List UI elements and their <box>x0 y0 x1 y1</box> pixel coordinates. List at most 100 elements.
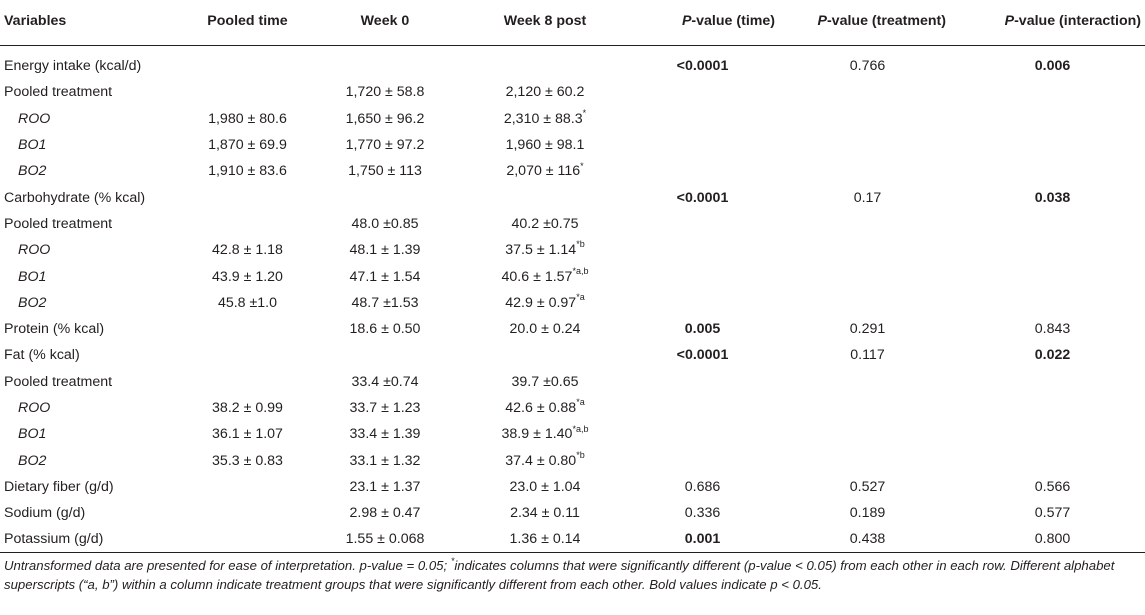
cell-p-value-interaction <box>960 79 1145 105</box>
cell-p-value-time: 0.336 <box>684 505 721 522</box>
significance-superscript: * <box>582 108 587 118</box>
row-label: Potassium (g/d) <box>0 526 185 554</box>
table-row: BO2 45.8 ±1.0 48.7 ±1.53 42.9 ± 0.97*a <box>0 290 1145 316</box>
cell-p-value-time <box>630 263 775 289</box>
cell-p-value-interaction: 0.800 <box>960 526 1145 554</box>
nutrient-intake-table: Variables Pooled time Week 0 Week 8 post… <box>0 0 1145 554</box>
cell-week-0: 2.98 ± 0.47 <box>349 505 421 522</box>
cell-week-0 <box>310 184 460 210</box>
table-row: ROO 38.2 ± 0.99 33.7 ± 1.23 42.6 ± 0.88*a <box>0 395 1145 421</box>
cell-p-value-treatment: 0.766 <box>849 58 886 75</box>
table-row: BO1 43.9 ± 1.20 47.1 ± 1.54 40.6 ± 1.57*a,b <box>0 263 1145 289</box>
row-label: Pooled treatment <box>4 373 113 390</box>
cell-pooled-time <box>185 211 310 237</box>
table-row: Protein (% kcal) 18.6 ± 0.50 20.0 ± 0.24 0.… <box>0 316 1145 342</box>
row-label: BO1 <box>18 268 47 285</box>
cell-week-8-post: 42.9 ± 0.97*a <box>505 292 585 311</box>
cell-week-0: 1,750 ± 113 <box>348 163 422 180</box>
header-p-value-treatment: P-value (treatment) <box>775 0 960 46</box>
cell-p-value-time <box>630 395 775 421</box>
cell-week-0: 18.6 ± 0.50 <box>349 321 421 338</box>
cell-week-0 <box>310 53 460 79</box>
row-label: ROO <box>18 400 51 416</box>
cell-week-0: 1,770 ± 97.2 <box>345 137 425 154</box>
cell-p-value-time <box>630 79 775 105</box>
table-row: Pooled treatment 48.0 ±0.85 40.2 ±0.75 <box>0 211 1145 237</box>
cell-week-0: 47.1 ± 1.54 <box>349 268 421 285</box>
table-row: Pooled treatment 1,720 ± 58.8 2,120 ± 60.2 <box>0 79 1145 105</box>
cell-p-value-time <box>630 447 775 473</box>
cell-p-value-treatment: 0.117 <box>850 347 885 364</box>
table-row: Energy intake (kcal/d) <0.0001 0.766 0.006 <box>0 53 1145 79</box>
cell-pooled-time <box>185 316 310 342</box>
table-footnote: Untransformed data are presented for eas… <box>4 556 1140 594</box>
cell-p-value-treatment: 0.189 <box>849 505 886 522</box>
cell-p-value-time <box>630 237 775 263</box>
table-row: BO1 36.1 ± 1.07 33.4 ± 1.39 38.9 ± 1.40*a,b <box>0 421 1145 447</box>
cell-week-8-post: 1,960 ± 98.1 <box>505 137 585 154</box>
table-body: Energy intake (kcal/d) <0.0001 0.766 0.006 P… <box>0 45 1145 554</box>
row-label: BO2 <box>18 163 47 180</box>
table-row: Carbohydrate (% kcal) <0.0001 0.17 0.038 <box>0 184 1145 210</box>
cell-p-value-interaction: 0.038 <box>1034 189 1071 206</box>
cell-week-8-post: 37.4 ± 0.80*b <box>505 449 585 469</box>
header-week-0: Week 0 <box>310 0 460 46</box>
significance-superscript: *a <box>576 292 585 303</box>
cell-pooled-time <box>185 474 310 500</box>
row-label: Sodium (g/d) <box>4 505 86 522</box>
row-label: Energy intake (kcal/d) <box>4 58 142 75</box>
cell-p-value-time <box>630 290 775 316</box>
cell-week-8-post: 2,070 ± 116* <box>506 160 584 180</box>
cell-p-value-interaction: 0.577 <box>1034 505 1071 522</box>
cell-p-value-treatment <box>775 237 960 263</box>
cell-p-value-interaction: 0.006 <box>1034 58 1071 75</box>
cell-week-8-post: 20.0 ± 0.24 <box>509 321 581 338</box>
cell-p-value-time: <0.0001 <box>676 347 729 364</box>
table-row: BO2 1,910 ± 83.6 1,750 ± 113 2,070 ± 116* <box>0 158 1145 184</box>
cell-p-value-treatment <box>775 211 960 237</box>
cell-pooled-time <box>185 53 310 79</box>
cell-week-0: 33.4 ±0.74 <box>351 373 419 390</box>
cell-p-value-interaction <box>960 447 1145 473</box>
cell-p-value-interaction <box>960 211 1145 237</box>
header-p-value-time: P-value (time) <box>630 0 775 46</box>
cell-p-value-treatment: 0.438 <box>775 526 960 554</box>
cell-p-value-interaction: 0.566 <box>1034 478 1071 495</box>
cell-p-value-interaction <box>960 106 1145 132</box>
cell-week-0: 33.4 ± 1.39 <box>349 426 421 443</box>
row-label: Carbohydrate (% kcal) <box>4 189 146 206</box>
cell-week-0: 33.1 ± 1.32 <box>349 452 421 469</box>
cell-p-value-treatment <box>775 395 960 421</box>
cell-p-value-interaction <box>960 237 1145 263</box>
table-row: ROO 42.8 ± 1.18 48.1 ± 1.39 37.5 ± 1.14*b <box>0 237 1145 263</box>
cell-pooled-time <box>185 526 310 554</box>
cell-p-value-time <box>630 106 775 132</box>
significance-superscript: *a,b <box>572 265 589 276</box>
cell-pooled-time: 35.3 ± 0.83 <box>212 452 283 469</box>
cell-pooled-time: 38.2 ± 0.99 <box>212 400 283 416</box>
cell-week-0: 48.0 ±0.85 <box>351 215 419 232</box>
cell-p-value-treatment <box>775 132 960 158</box>
header-pooled-time: Pooled time <box>185 0 310 46</box>
cell-week-8-post: 40.2 ±0.75 <box>511 215 579 232</box>
cell-week-8-post: 42.6 ± 0.88*a <box>505 397 585 416</box>
cell-week-8-post: 23.0 ± 1.04 <box>509 478 581 495</box>
cell-week-8-post: 39.7 ±0.65 <box>511 373 579 390</box>
cell-week-8-post <box>460 342 630 368</box>
cell-pooled-time <box>185 369 310 395</box>
cell-pooled-time: 1,980 ± 80.6 <box>208 110 287 127</box>
row-label: BO2 <box>18 452 47 469</box>
table-row: Fat (% kcal) <0.0001 0.117 0.022 <box>0 342 1145 368</box>
cell-p-value-treatment <box>775 447 960 473</box>
row-label: BO1 <box>18 426 47 443</box>
significance-superscript: *a,b <box>572 423 589 434</box>
cell-p-value-treatment <box>775 369 960 395</box>
cell-week-8-post <box>460 184 630 210</box>
table-row: Pooled treatment 33.4 ±0.74 39.7 ±0.65 <box>0 369 1145 395</box>
cell-p-value-treatment <box>775 263 960 289</box>
row-label: Pooled treatment <box>4 84 113 101</box>
cell-pooled-time <box>185 500 310 526</box>
row-label: Dietary fiber (g/d) <box>4 478 114 495</box>
cell-week-0: 48.7 ±1.53 <box>351 294 419 311</box>
cell-p-value-treatment <box>775 290 960 316</box>
